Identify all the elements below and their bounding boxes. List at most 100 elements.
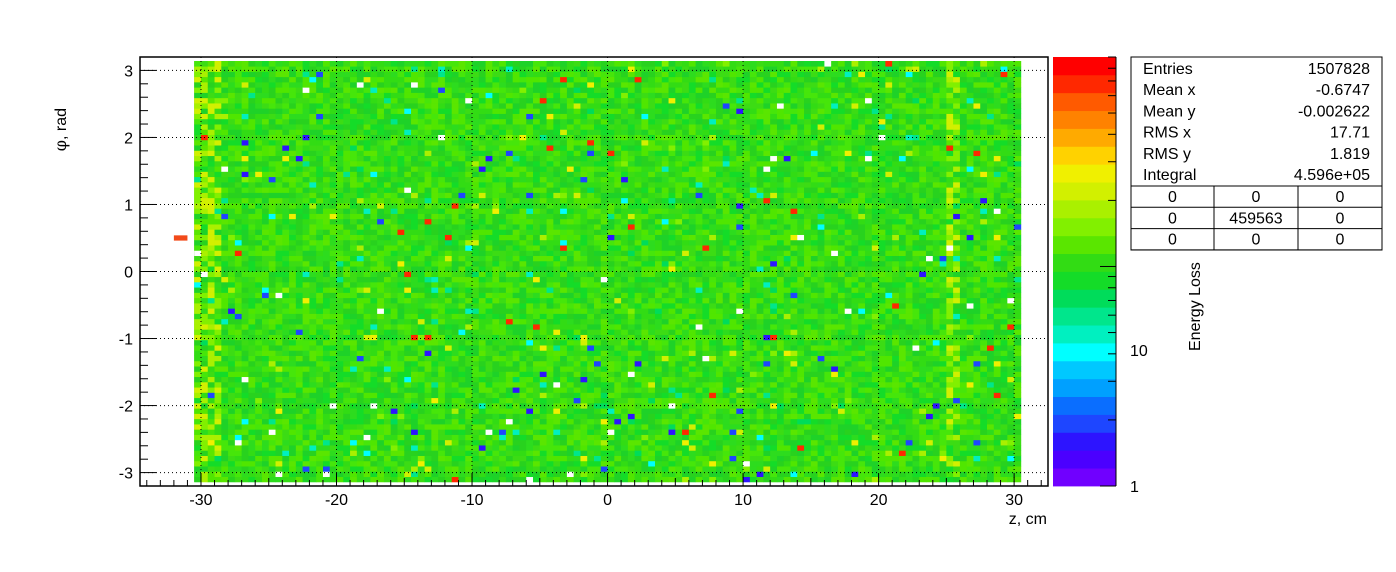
heatmap-cell — [600, 208, 608, 214]
heatmap-cell — [200, 145, 209, 151]
heatmap-cell — [444, 92, 453, 99]
heatmap-cell — [221, 166, 229, 172]
heatmap-cell — [505, 82, 513, 88]
heatmap-cell — [587, 450, 595, 456]
heatmap-cell — [404, 408, 412, 414]
heatmap-cell — [512, 318, 520, 325]
heatmap-cell — [472, 118, 480, 125]
heatmap-cell — [350, 476, 358, 483]
heatmap-cell — [573, 371, 581, 378]
heatmap-cell — [587, 166, 595, 172]
heatmap-cell — [343, 255, 351, 262]
heatmap-cell — [478, 297, 486, 304]
heatmap-cell — [512, 113, 520, 120]
heatmap-cell — [431, 297, 439, 304]
heatmap-cell — [289, 445, 297, 451]
heatmap-cell — [485, 297, 493, 304]
heatmap-cell — [492, 239, 500, 246]
heatmap-cell — [465, 229, 473, 235]
heatmap-cell — [221, 297, 229, 304]
heatmap-cell — [553, 234, 561, 241]
heatmap-cell — [431, 271, 439, 278]
heatmap-cell — [268, 260, 276, 267]
heatmap-cell — [295, 329, 303, 335]
heatmap-cell — [458, 382, 466, 388]
heatmap-cell — [478, 413, 486, 420]
heatmap-cell — [234, 218, 242, 225]
heatmap-cell — [289, 476, 297, 483]
heatmap-cell — [248, 424, 256, 430]
heatmap-cell — [302, 276, 310, 283]
heatmap-cell — [600, 155, 608, 162]
heatmap-cell — [221, 271, 229, 278]
heatmap-cell — [370, 450, 378, 456]
heatmap-cell — [309, 471, 317, 478]
heatmap-cell — [417, 350, 425, 356]
heatmap-cell — [478, 360, 486, 367]
heatmap-cell — [350, 334, 358, 341]
heatmap-cell — [417, 71, 425, 78]
heatmap-cell — [465, 176, 473, 183]
heatmap-cell — [478, 434, 486, 441]
heatmap-cell — [438, 260, 446, 267]
heatmap-cell — [499, 124, 507, 130]
heatmap-cell — [248, 318, 256, 325]
heatmap-cell — [580, 182, 588, 188]
heatmap-cell — [587, 382, 595, 388]
heatmap-cell — [444, 313, 453, 320]
heatmap-cell — [546, 166, 554, 172]
heatmap-cell — [343, 197, 351, 204]
heatmap-cell — [512, 376, 520, 383]
heatmap-cell — [458, 308, 466, 314]
heatmap-cell — [282, 260, 290, 267]
heatmap-cell — [451, 108, 459, 114]
heatmap-cell — [377, 187, 385, 193]
heatmap-cell — [350, 61, 358, 67]
heatmap-cell — [309, 439, 317, 446]
heatmap-cell — [417, 103, 425, 109]
heatmap-cell — [492, 71, 500, 78]
heatmap-cell — [533, 161, 541, 167]
heatmap-cell — [478, 145, 486, 151]
heatmap-cell — [383, 145, 392, 151]
heatmap-cell — [322, 260, 331, 267]
heatmap-cell — [594, 287, 602, 293]
heatmap-cell — [207, 382, 215, 388]
heatmap-cell — [526, 239, 534, 246]
heatmap-cell — [336, 113, 344, 120]
heatmap-cell — [207, 408, 215, 414]
heatmap-cell — [255, 355, 263, 362]
heatmap-cell — [478, 103, 486, 109]
heatmap-cell — [377, 287, 385, 293]
heatmap-cell — [587, 182, 595, 188]
heatmap-cell — [329, 155, 337, 162]
heatmap-cell — [512, 171, 520, 178]
heatmap-cell — [228, 287, 236, 293]
heatmap-cell — [478, 382, 486, 388]
heatmap-cell — [397, 239, 405, 246]
heatmap-cell — [411, 282, 419, 288]
heatmap-cell — [512, 408, 520, 414]
heatmap-cell — [492, 145, 500, 151]
heatmap-cell — [438, 176, 446, 183]
heatmap-cell — [200, 150, 209, 157]
heatmap-cell — [404, 360, 412, 367]
heatmap-cell — [289, 424, 297, 430]
heatmap-cell — [539, 355, 547, 362]
heatmap-cell — [512, 250, 520, 257]
heatmap-cell — [499, 460, 507, 467]
heatmap-cell — [478, 150, 486, 157]
heatmap-cell — [519, 476, 527, 483]
heatmap-cell — [200, 197, 209, 204]
heatmap-cell — [478, 392, 486, 399]
heatmap-cell — [194, 371, 202, 378]
heatmap-cell — [329, 134, 337, 141]
heatmap-cell — [241, 382, 249, 388]
heatmap-cell — [383, 466, 392, 472]
heatmap-cell — [241, 61, 249, 67]
heatmap-cell — [614, 445, 622, 451]
heatmap-cell — [377, 139, 385, 146]
heatmap-cell — [573, 161, 581, 167]
heatmap-cell — [350, 471, 358, 478]
heatmap-cell — [533, 371, 541, 378]
